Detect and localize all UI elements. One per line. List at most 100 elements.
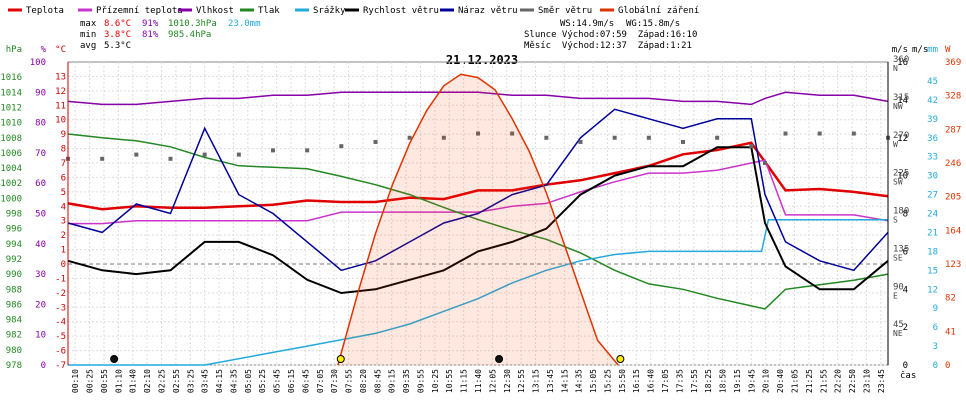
radiation-tick: 287 xyxy=(945,125,961,135)
chart-grid xyxy=(67,61,889,366)
x-tick-label: 23:10 xyxy=(862,369,871,393)
x-tick-label: 00:55 xyxy=(100,369,109,393)
x-tick-label: 19:45 xyxy=(747,369,756,393)
x-tick-label: 21:25 xyxy=(805,369,814,393)
x-tick-label: 16:15 xyxy=(632,369,641,393)
stat-min-hum: 81% xyxy=(142,30,159,40)
x-tick-label: 09:55 xyxy=(416,369,425,393)
wind-dir-point xyxy=(339,144,344,149)
legend-label: Globální záření xyxy=(618,6,699,16)
x-tick-label: 07:55 xyxy=(345,369,354,393)
wind-speed-tick: 12 xyxy=(897,134,908,144)
x-tick-label: 19:15 xyxy=(733,369,742,393)
wind-speed-tick: 16 xyxy=(897,58,908,68)
stat-sun: Slunce Východ:07:59 Západ:16:10 xyxy=(524,30,697,40)
x-axis-unit: čas xyxy=(900,370,916,381)
wind-dir-point xyxy=(134,152,139,157)
pressure-tick: 1014 xyxy=(0,88,22,98)
x-tick-label: 13:15 xyxy=(532,369,541,393)
wind-dir-tick: 360 xyxy=(893,55,909,65)
temperature-tick: 5 xyxy=(61,188,66,198)
pressure-tick: 1004 xyxy=(0,164,22,174)
humidity-tick: 60 xyxy=(35,179,46,189)
legend-label: Směr větru xyxy=(538,6,592,16)
wind-dir-point xyxy=(817,131,822,136)
stat-wg: WG:15.8m/s xyxy=(626,19,680,29)
wind-dir-point xyxy=(271,148,275,153)
radiation-tick: 369 xyxy=(945,58,961,68)
chart-plot-area xyxy=(66,73,890,366)
x-tick-label: 00:25 xyxy=(86,369,95,393)
stat-max-label: max xyxy=(80,19,97,29)
sunrise-marker xyxy=(336,355,345,363)
wind-dir-label: E xyxy=(893,291,898,300)
x-tick-label: 06:45 xyxy=(301,369,310,393)
stat-max-temp: 8.6°C xyxy=(104,19,131,29)
temperature-tick: -6 xyxy=(55,347,66,357)
wind-dir-label: N xyxy=(893,64,898,73)
x-tick-label: 15:50 xyxy=(618,369,627,393)
pressure-tick: 1006 xyxy=(0,149,22,159)
x-tick-label: 17:35 xyxy=(675,369,684,393)
pressure-tick: 980 xyxy=(6,346,22,356)
temperature-tick: 6 xyxy=(61,173,66,183)
moon-marker xyxy=(110,355,119,363)
wind-dir-tick: 270 xyxy=(893,131,909,141)
x-tick-label: 07:05 xyxy=(316,369,325,393)
temperature-tick: -7 xyxy=(55,361,66,371)
humidity-tick: 30 xyxy=(35,270,46,280)
wind-dir-point xyxy=(441,135,446,140)
x-tick-label: 12:55 xyxy=(517,369,526,393)
x-tick-label: 17:55 xyxy=(690,369,699,393)
temperature-tick: 9 xyxy=(61,130,66,140)
wind-dir-point xyxy=(749,144,754,149)
rain-tick: 9 xyxy=(933,304,938,314)
x-tick-label: 18:25 xyxy=(704,369,713,393)
rain-tick: 39 xyxy=(927,115,938,125)
humidity-tick: 100 xyxy=(30,58,46,68)
x-tick-label: 05:45 xyxy=(273,369,282,393)
x-tick-label: 10:25 xyxy=(431,369,440,393)
wind-speed-tick: 0 xyxy=(903,361,908,371)
wind-dir-point xyxy=(236,152,241,157)
humidity-tick-unit: % xyxy=(41,45,47,55)
temperature-tick: 13 xyxy=(55,72,66,82)
temperature-tick: 4 xyxy=(61,202,66,212)
x-tick-label: 20:40 xyxy=(776,369,785,393)
stat-min-press: 985.4hPa xyxy=(168,30,211,40)
pressure-tick: 998 xyxy=(6,210,22,220)
legend-label: Tlak xyxy=(258,6,280,16)
pressure-tick: 986 xyxy=(6,300,22,310)
pressure-tick: 1016 xyxy=(0,73,22,83)
temperature-tick: -5 xyxy=(55,332,66,342)
series-tlak xyxy=(67,133,889,310)
rain-tick-unit: mm xyxy=(927,45,938,55)
humidity-tick: 20 xyxy=(35,300,46,310)
radiation-tick: 41 xyxy=(945,327,956,337)
x-tick-label: 05:05 xyxy=(244,369,253,393)
x-tick-label: 22:50 xyxy=(848,369,857,393)
temperature-tick: 12 xyxy=(55,87,66,97)
wind-dir-label: W xyxy=(893,140,898,149)
x-tick-label: 21:05 xyxy=(790,369,799,393)
stat-moon: Měsíc Východ:12:37 Západ:1:21 xyxy=(524,41,692,51)
x-tick-label: 15:25 xyxy=(603,369,612,393)
legend-label: Srážky xyxy=(313,6,346,16)
pressure-tick: 996 xyxy=(6,225,22,235)
temperature-tick: -2 xyxy=(55,289,66,299)
radiation-tick: 164 xyxy=(945,226,961,236)
x-tick-label: 18:50 xyxy=(719,369,728,393)
wind-speed-unit-label: m/s xyxy=(912,45,928,55)
radiation-tick: 328 xyxy=(945,92,961,102)
stat-min-temp: 3.8°C xyxy=(104,30,131,40)
wind-dir-label: NW xyxy=(893,102,903,111)
stat-avg-temp: 5.3°C xyxy=(104,41,131,51)
chart-legend: Teplota Přízemní teplota Vlhkost Tlak Srážky… xyxy=(8,6,699,16)
x-tick-label: 14:35 xyxy=(575,369,584,393)
humidity-tick: 90 xyxy=(35,88,46,98)
x-tick-label: 03:25 xyxy=(186,369,195,393)
x-tick-label: 04:35 xyxy=(229,369,238,393)
pressure-tick: 1002 xyxy=(0,179,22,189)
radiation-area xyxy=(337,74,619,366)
stats-panel: max 8.6°C 91% 1010.3hPa 23.0mm min 3.8°C… xyxy=(80,19,697,51)
